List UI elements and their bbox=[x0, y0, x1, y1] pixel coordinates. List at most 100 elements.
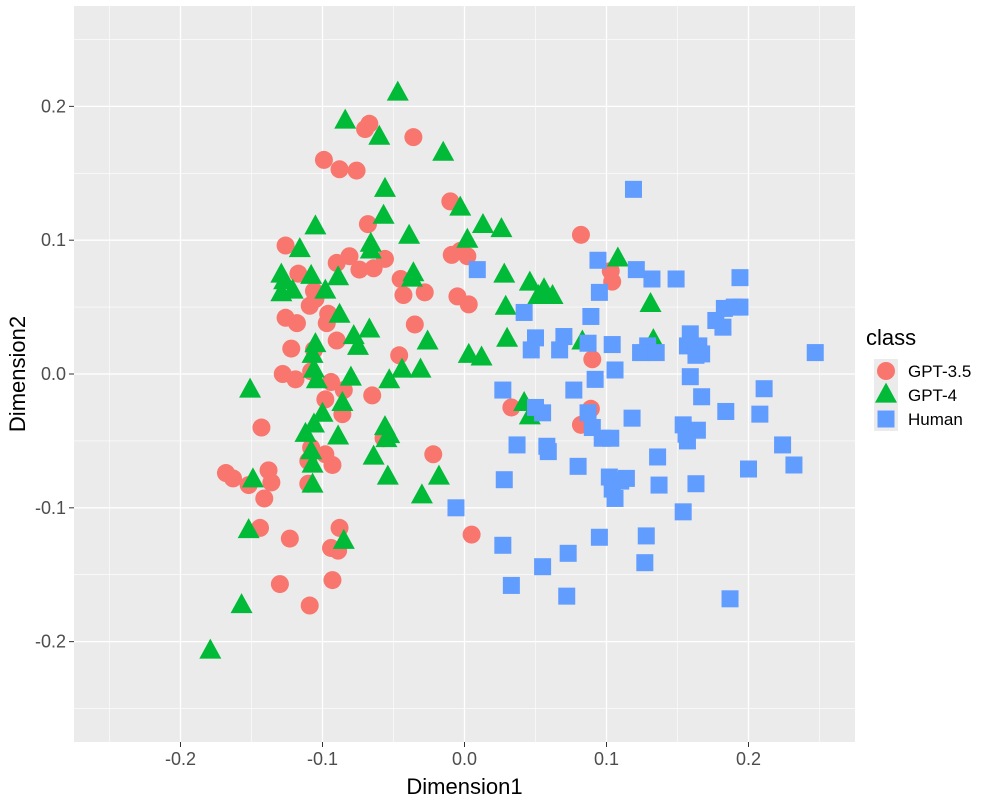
point-gpt-4-triangle bbox=[358, 317, 381, 338]
point-gpt-3-5-circle bbox=[424, 445, 443, 464]
legend-label-gpt-3-5: GPT-3.5 bbox=[908, 362, 971, 381]
point-human-square bbox=[468, 261, 486, 279]
point-human-square bbox=[602, 429, 620, 447]
point-gpt-4-triangle bbox=[427, 464, 450, 485]
point-human-square bbox=[714, 318, 732, 336]
x-tick-label: 0.0 bbox=[452, 749, 477, 769]
point-gpt-4-triangle bbox=[347, 334, 369, 355]
point-human-square bbox=[627, 261, 645, 279]
legend-label-human: Human bbox=[908, 410, 963, 429]
point-gpt-3-5-circle bbox=[458, 247, 477, 266]
point-gpt-3-5-circle bbox=[404, 128, 423, 147]
point-gpt-4-triangle bbox=[368, 124, 391, 145]
point-gpt-4-triangle bbox=[301, 342, 324, 363]
y-tick-label: 0.2 bbox=[41, 96, 66, 116]
point-gpt-4-triangle bbox=[400, 266, 423, 287]
point-gpt-3-5-circle bbox=[459, 295, 478, 314]
point-human-square bbox=[569, 457, 587, 475]
point-gpt-4-triangle bbox=[410, 483, 433, 504]
point-gpt-4-triangle bbox=[241, 467, 264, 488]
point-gpt-4-triangle bbox=[327, 424, 350, 445]
point-human-square bbox=[579, 404, 597, 422]
point-human-square bbox=[565, 381, 583, 399]
point-human-square bbox=[751, 405, 769, 423]
point-gpt-3-5-circle bbox=[502, 398, 521, 417]
point-gpt-4-triangle bbox=[239, 377, 262, 398]
point-gpt-3-5-circle bbox=[252, 418, 271, 437]
point-gpt-4-triangle bbox=[270, 281, 293, 302]
x-axis-title: Dimension1 bbox=[406, 774, 522, 799]
point-gpt-4-triangle bbox=[494, 294, 517, 315]
x-axis-tick-labels: -0.2 -0.1 0.0 0.1 0.2 bbox=[165, 749, 761, 769]
point-human-square bbox=[551, 341, 569, 359]
point-gpt-4-triangle bbox=[527, 283, 550, 304]
legend-label-gpt-4: GPT-4 bbox=[908, 386, 957, 405]
point-human-square bbox=[447, 499, 465, 517]
point-human-square bbox=[650, 476, 668, 494]
point-gpt-4-triangle bbox=[288, 237, 311, 258]
point-human-square bbox=[589, 251, 607, 269]
point-gpt-3-5-circle bbox=[300, 296, 319, 315]
point-gpt-3-5-circle bbox=[316, 390, 335, 409]
y-tick-label: 0.0 bbox=[41, 364, 66, 384]
point-human-square bbox=[603, 336, 621, 354]
legend-key-gpt-3-5-circle bbox=[877, 362, 895, 380]
point-gpt-3-5-circle bbox=[364, 259, 383, 278]
point-human-square bbox=[558, 587, 576, 605]
point-human-square bbox=[559, 544, 577, 562]
point-gpt-3-5-circle bbox=[347, 161, 366, 180]
point-gpt-3-5-circle bbox=[415, 283, 434, 302]
point-gpt-3-5-circle bbox=[287, 314, 306, 333]
point-gpt-4-triangle bbox=[304, 332, 327, 353]
point-gpt-4-triangle bbox=[375, 427, 398, 448]
y-tick-label: 0.1 bbox=[41, 230, 66, 250]
point-gpt-4-triangle bbox=[372, 203, 395, 224]
point-gpt-4-triangle bbox=[490, 217, 513, 238]
point-human-square bbox=[515, 303, 533, 321]
point-gpt-4-triangle bbox=[314, 278, 337, 299]
point-human-square bbox=[502, 576, 520, 594]
point-human-square bbox=[494, 381, 512, 399]
point-human-square bbox=[785, 456, 803, 474]
point-gpt-4-triangle bbox=[639, 292, 662, 313]
legend-key-human-square bbox=[877, 410, 895, 428]
point-gpt-4-triangle bbox=[456, 227, 479, 248]
point-human-square bbox=[693, 388, 711, 406]
point-human-square bbox=[731, 269, 749, 287]
point-human-square bbox=[623, 409, 641, 427]
point-gpt-4-triangle bbox=[301, 472, 324, 493]
point-human-square bbox=[636, 554, 654, 572]
point-human-square bbox=[643, 270, 661, 288]
point-human-square bbox=[579, 334, 597, 352]
point-gpt-4-triangle bbox=[359, 238, 382, 259]
point-gpt-4-triangle bbox=[230, 593, 253, 614]
point-gpt-4-triangle bbox=[339, 365, 362, 386]
x-tick-label: -0.1 bbox=[307, 749, 338, 769]
point-gpt-3-5-circle bbox=[571, 225, 590, 244]
point-human-square bbox=[721, 590, 739, 608]
point-human-square bbox=[590, 283, 608, 301]
point-gpt-4-triangle bbox=[471, 213, 494, 234]
point-human-square bbox=[582, 307, 600, 325]
point-human-square bbox=[539, 443, 557, 461]
point-gpt-4-triangle bbox=[334, 108, 357, 129]
point-gpt-3-5-circle bbox=[270, 575, 289, 594]
point-gpt-3-5-circle bbox=[356, 120, 375, 139]
point-gpt-4-triangle bbox=[449, 195, 472, 216]
x-tick-label: -0.2 bbox=[165, 749, 196, 769]
point-human-square bbox=[774, 436, 792, 454]
point-gpt-4-triangle bbox=[416, 329, 439, 350]
point-gpt-4-triangle bbox=[409, 357, 432, 378]
point-human-square bbox=[534, 558, 552, 576]
point-gpt-3-5-circle bbox=[300, 596, 319, 615]
legend: class GPT-3.5 GPT-4 Human bbox=[866, 325, 971, 431]
y-tick-label: -0.1 bbox=[35, 498, 66, 518]
point-gpt-4-triangle bbox=[305, 368, 328, 389]
point-human-square bbox=[606, 489, 624, 507]
point-gpt-4-triangle bbox=[541, 283, 564, 304]
point-human-square bbox=[624, 180, 642, 198]
point-human-square bbox=[637, 527, 655, 545]
data-points bbox=[199, 80, 824, 659]
point-gpt-4-triangle bbox=[199, 638, 222, 659]
point-gpt-4-triangle bbox=[376, 464, 399, 485]
